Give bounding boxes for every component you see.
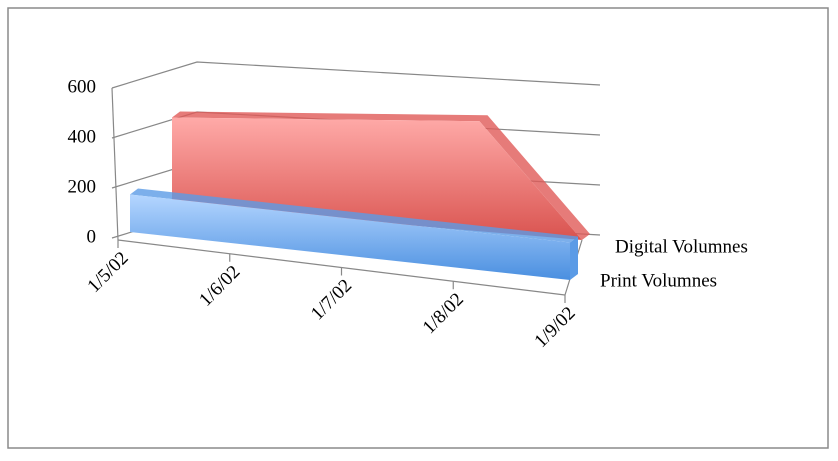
y-tick-label: 0 [87, 226, 97, 247]
grid-line [111, 61, 601, 89]
y-tick-label: 200 [68, 176, 97, 197]
legend-label: Print Volumnes [600, 270, 717, 291]
area-side [570, 236, 578, 280]
y-tick-label: 400 [68, 126, 97, 147]
legend-label: Digital Volumnes [615, 236, 748, 257]
area-top [130, 188, 578, 243]
y-axis [111, 87, 119, 241]
y-tick-label: 600 [68, 76, 97, 97]
area [130, 194, 570, 280]
